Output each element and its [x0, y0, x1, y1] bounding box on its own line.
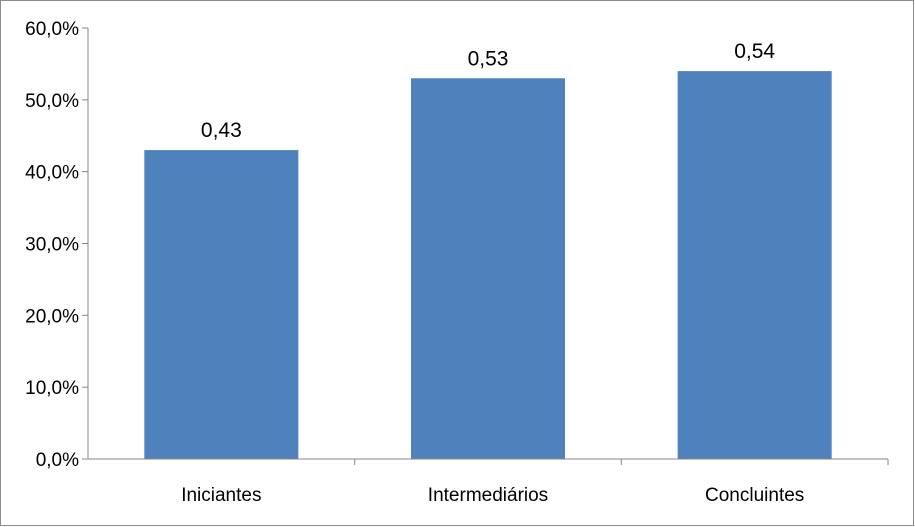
data-label: 0,54: [734, 40, 775, 63]
data-label: 0,43: [201, 119, 242, 142]
category-label: Concluintes: [705, 485, 804, 506]
data-labels: 0,43 0,53 0,54: [201, 40, 776, 142]
category-label: Iniciantes: [181, 485, 261, 506]
y-tick-label: 60,0%: [25, 19, 79, 40]
y-tick-label: 20,0%: [25, 306, 79, 327]
y-tick-label: 0,0%: [36, 450, 79, 471]
bars: [144, 71, 832, 460]
y-tick-label: 30,0%: [25, 235, 79, 256]
bar: [144, 150, 299, 459]
y-tick-label: 50,0%: [25, 91, 79, 112]
bar: [677, 71, 832, 459]
category-label: Intermediários: [428, 485, 548, 506]
y-tick-label: 10,0%: [25, 378, 79, 399]
bar: [411, 78, 565, 460]
data-label: 0,53: [468, 47, 509, 70]
x-axis-labels: Iniciantes Intermediários Concluintes: [181, 459, 889, 506]
y-axis-ticks: 0,0% 10,0% 20,0% 30,0% 40,0% 50,0% 60,0%: [25, 19, 88, 471]
y-tick-label: 40,0%: [25, 163, 79, 184]
